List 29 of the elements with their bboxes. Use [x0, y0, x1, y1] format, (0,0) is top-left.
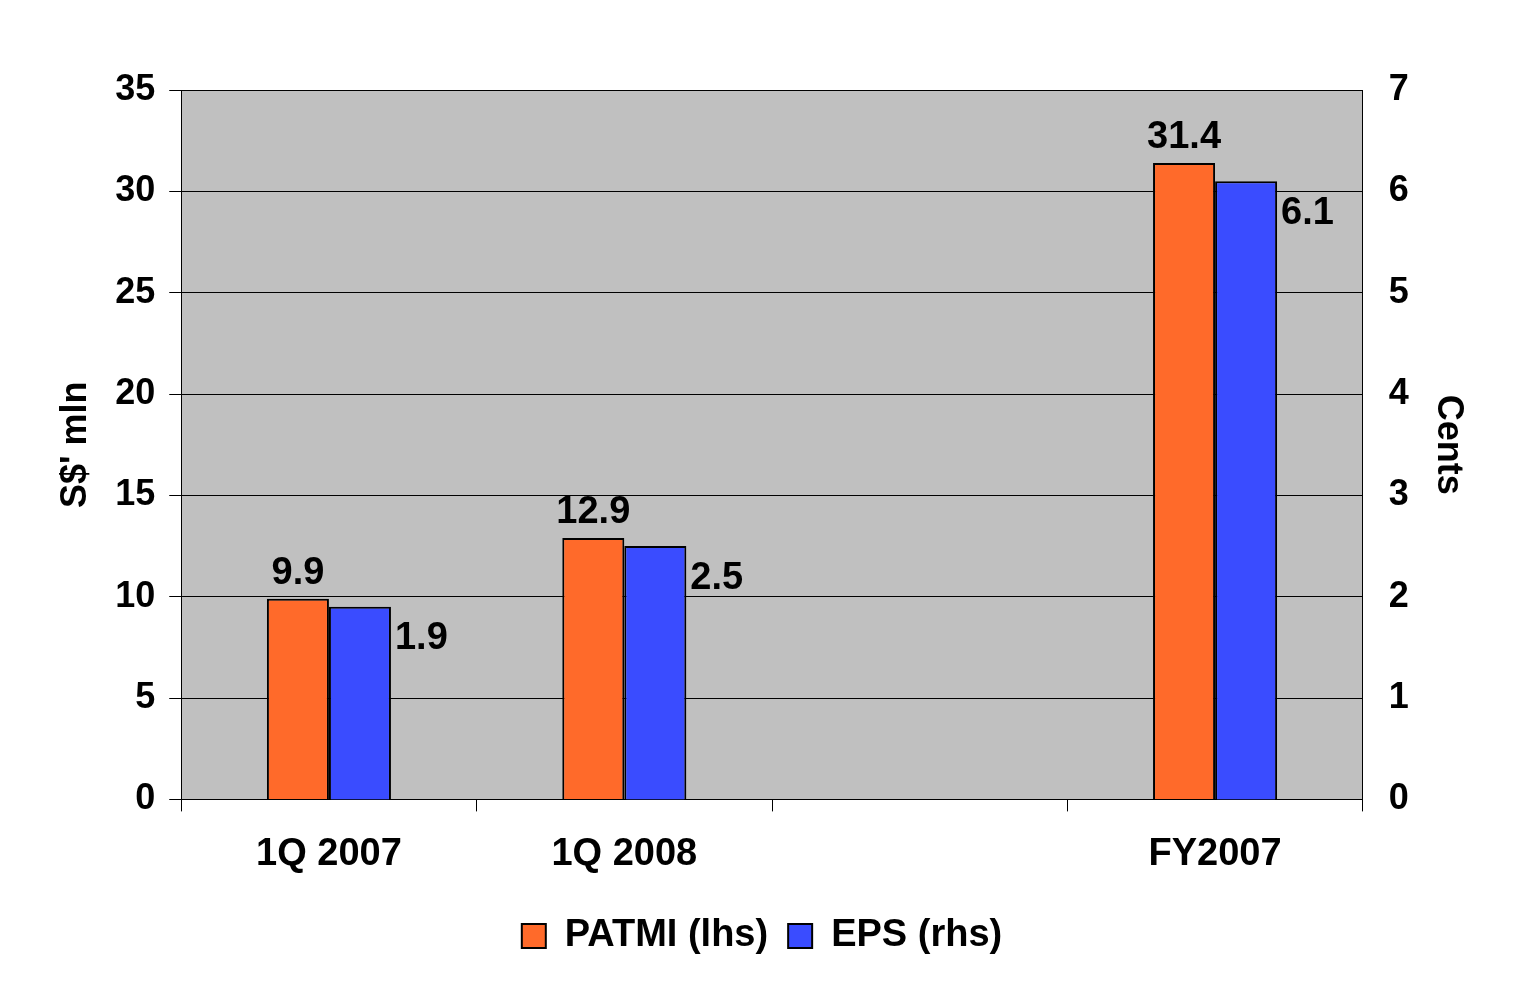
data-label: 31.4 — [1147, 114, 1222, 157]
y-tick-label: 15 — [115, 472, 156, 514]
y2-tick-label: 6 — [1388, 168, 1409, 210]
x-tick-label: 1Q 2007 — [256, 830, 402, 873]
y2-tick-label: 3 — [1388, 472, 1409, 514]
y2-tick-label: 7 — [1388, 66, 1409, 108]
y-tick-label: 20 — [115, 370, 156, 412]
x-tick-label: 1Q 2008 — [551, 830, 698, 873]
y-axis-title: S$' mln — [52, 381, 94, 508]
data-label: 9.9 — [271, 550, 325, 593]
y-tick-label: 35 — [115, 66, 156, 108]
data-label: 6.1 — [1281, 189, 1334, 232]
y2-tick-label: 0 — [1388, 776, 1409, 818]
y2-tick-label: 1 — [1388, 674, 1409, 716]
y2-tick-label: 5 — [1388, 269, 1409, 311]
x-tick-label: FY2007 — [1148, 830, 1282, 873]
legend-label: EPS (rhs) — [831, 912, 1003, 955]
y-tick-label: 10 — [115, 573, 156, 615]
y-tick-label: 5 — [135, 674, 156, 716]
data-label: 12.9 — [556, 489, 631, 532]
legend-label: PATMI (lhs) — [564, 912, 769, 955]
y-tick-label: 25 — [115, 269, 156, 311]
data-label: 2.5 — [690, 554, 744, 597]
y-tick-label: 30 — [115, 168, 156, 210]
y2-axis-title: Cents — [1430, 394, 1472, 495]
y2-tick-label: 4 — [1388, 370, 1409, 412]
y2-tick-label: 2 — [1388, 573, 1409, 615]
y-tick-label: 0 — [135, 776, 156, 818]
data-label: 1.9 — [394, 615, 448, 658]
